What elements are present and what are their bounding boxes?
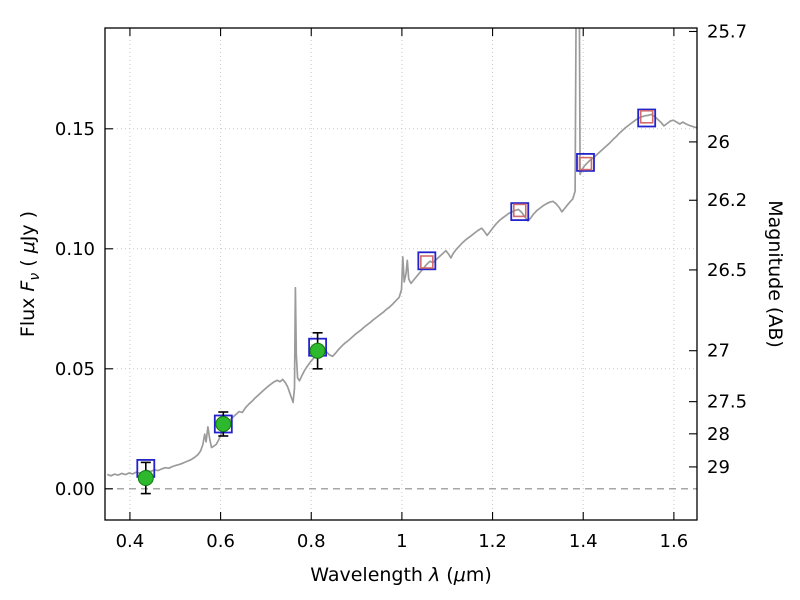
tick-label: 26.5 — [707, 260, 747, 281]
tick-label: 0.10 — [55, 239, 95, 260]
tick-label: 0.00 — [55, 479, 95, 500]
x-axis-label: Wavelength λ (μm) — [310, 564, 491, 586]
observed-photometry-points — [137, 331, 326, 495]
tick-label: 1.4 — [569, 531, 598, 552]
tick-label: 29 — [707, 457, 730, 478]
blue-square-marker — [637, 108, 657, 128]
blue-square-marker — [576, 152, 595, 172]
axis-ticks — [105, 28, 697, 520]
tick-label: 0.4 — [116, 531, 145, 552]
x-tick-labels: 0.4 0.6 0.8 1 1.2 1.4 1.6 — [116, 531, 689, 552]
y-axis-label-left: Flux Fν ( μJy ) — [17, 211, 43, 337]
red-square-marker — [639, 110, 654, 124]
tick-label: 28 — [707, 424, 730, 445]
tick-label: 26.2 — [707, 190, 747, 211]
green-circle-marker — [137, 470, 154, 486]
tick-label: 1 — [396, 531, 407, 552]
grid — [105, 28, 697, 520]
red-square-marker — [512, 203, 527, 218]
tick-label: 27.5 — [707, 392, 747, 413]
y-tick-labels-right: 25.7 26 26.2 26.5 27 27.5 28 29 — [707, 21, 747, 477]
tick-label: 0.05 — [55, 359, 95, 380]
y-axis-label-right: Magnitude (AB) — [764, 200, 786, 348]
y-tick-labels-left: 0.00 0.05 0.10 0.15 — [55, 119, 95, 500]
tick-label: 0.6 — [206, 531, 235, 552]
tick-label: 27 — [707, 341, 730, 362]
tick-label: 1.2 — [478, 531, 507, 552]
blue-square-marker — [417, 251, 437, 271]
tick-label: 26 — [707, 132, 730, 153]
blue-square-marker — [510, 202, 530, 222]
tick-label: 0.15 — [55, 119, 95, 140]
green-circle-marker — [215, 416, 232, 432]
model-photometry-points — [420, 110, 654, 269]
axes-frame — [104, 27, 698, 521]
spectrum-line — [106, 28, 697, 477]
green-circle-marker — [309, 342, 326, 359]
tick-label: 25.7 — [707, 21, 747, 42]
tick-label: 1.6 — [660, 531, 689, 552]
red-square-marker — [578, 156, 593, 171]
tick-label: 0.8 — [297, 531, 326, 552]
red-square-marker — [420, 255, 434, 269]
